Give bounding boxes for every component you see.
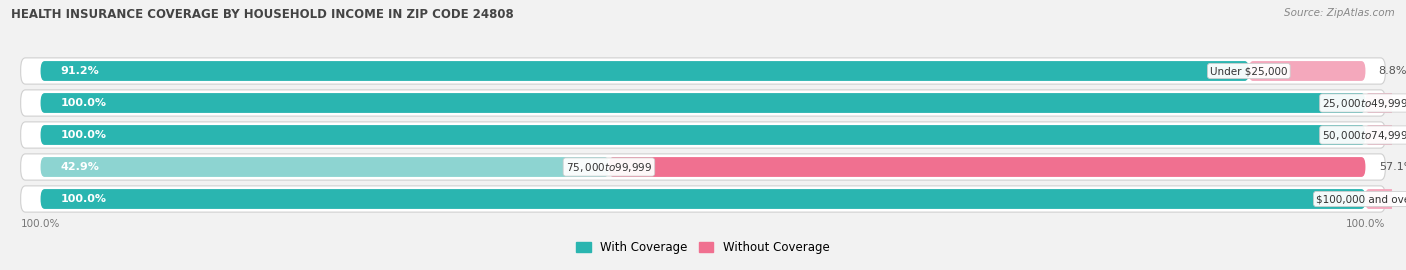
- Legend: With Coverage, Without Coverage: With Coverage, Without Coverage: [572, 236, 834, 259]
- Text: 100.0%: 100.0%: [60, 130, 107, 140]
- Text: Under $25,000: Under $25,000: [1211, 66, 1288, 76]
- FancyBboxPatch shape: [41, 93, 1365, 113]
- FancyBboxPatch shape: [1249, 61, 1365, 81]
- Text: $75,000 to $99,999: $75,000 to $99,999: [565, 160, 652, 174]
- Text: 42.9%: 42.9%: [60, 162, 100, 172]
- FancyBboxPatch shape: [21, 58, 1385, 84]
- Text: $25,000 to $49,999: $25,000 to $49,999: [1322, 96, 1406, 110]
- Text: HEALTH INSURANCE COVERAGE BY HOUSEHOLD INCOME IN ZIP CODE 24808: HEALTH INSURANCE COVERAGE BY HOUSEHOLD I…: [11, 8, 515, 21]
- Text: 8.8%: 8.8%: [1379, 66, 1406, 76]
- FancyBboxPatch shape: [41, 189, 1365, 209]
- FancyBboxPatch shape: [21, 122, 1385, 148]
- Text: Source: ZipAtlas.com: Source: ZipAtlas.com: [1284, 8, 1395, 18]
- FancyBboxPatch shape: [21, 154, 1385, 180]
- FancyBboxPatch shape: [1365, 189, 1406, 209]
- FancyBboxPatch shape: [41, 125, 1365, 145]
- Text: 100.0%: 100.0%: [60, 98, 107, 108]
- FancyBboxPatch shape: [41, 61, 1249, 81]
- FancyBboxPatch shape: [21, 186, 1385, 212]
- Text: 91.2%: 91.2%: [60, 66, 100, 76]
- Text: 100.0%: 100.0%: [60, 194, 107, 204]
- FancyBboxPatch shape: [21, 90, 1385, 116]
- FancyBboxPatch shape: [1365, 93, 1406, 113]
- Text: 57.1%: 57.1%: [1379, 162, 1406, 172]
- FancyBboxPatch shape: [1365, 125, 1406, 145]
- Text: $50,000 to $74,999: $50,000 to $74,999: [1322, 129, 1406, 141]
- FancyBboxPatch shape: [609, 157, 1365, 177]
- Text: 100.0%: 100.0%: [21, 219, 60, 229]
- FancyBboxPatch shape: [41, 157, 609, 177]
- Text: $100,000 and over: $100,000 and over: [1316, 194, 1406, 204]
- Text: 100.0%: 100.0%: [1346, 219, 1385, 229]
